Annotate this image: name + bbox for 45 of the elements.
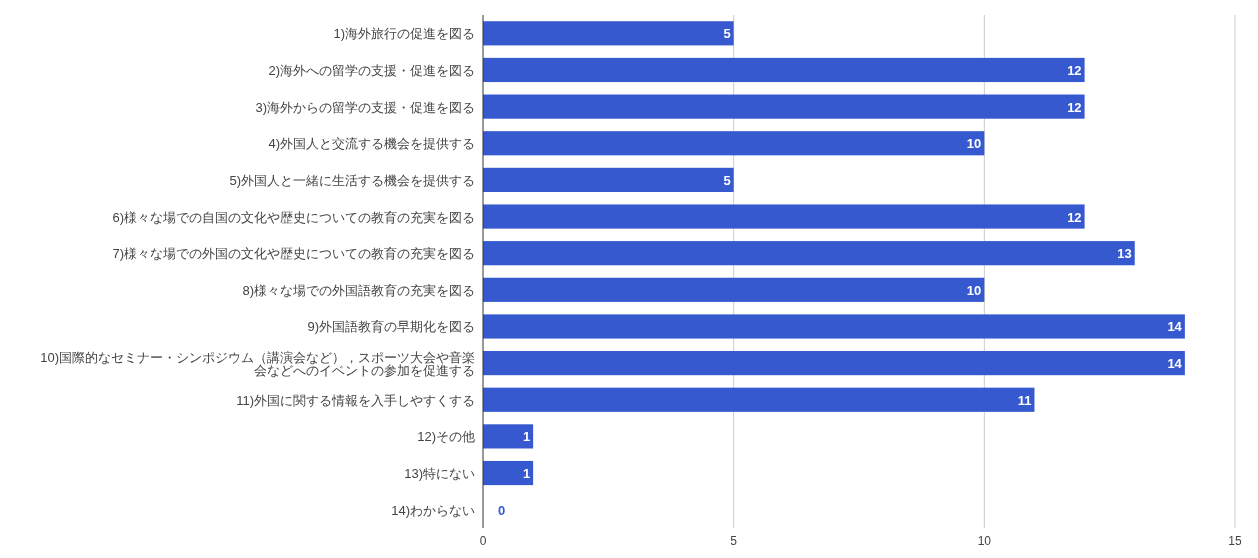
y-tick-label: 13)特にない [404, 466, 475, 482]
data-label: 14 [1167, 356, 1183, 372]
y-tick-label: 9)外国語教育の早期化を図る [307, 319, 475, 335]
x-tick-label: 10 [977, 534, 992, 548]
x-tick-label: 5 [730, 534, 738, 548]
bar [483, 351, 1185, 376]
y-tick-label: 3)海外からの留学の支援・促進を図る [255, 99, 475, 115]
data-label: 1 [522, 466, 531, 482]
data-label: 1 [522, 429, 531, 445]
bar [483, 94, 1085, 119]
bar [483, 57, 1085, 83]
data-label: 5 [723, 172, 731, 188]
x-tick-label: 0 [479, 534, 487, 548]
data-label: 12 [1067, 209, 1082, 225]
data-label: 0 [498, 502, 506, 518]
data-label: 14 [1167, 319, 1183, 335]
bar [483, 167, 734, 192]
y-tick-label: 11)外国に関する情報を入手しやすくする [236, 392, 475, 408]
bar [483, 424, 534, 449]
y-tick-label: 1)海外旅行の促進を図る [333, 26, 475, 42]
bar [483, 241, 1135, 266]
bar [483, 277, 985, 302]
data-label: 12 [1067, 99, 1082, 115]
y-tick-label: 12)その他 [417, 429, 475, 445]
x-tick-label: 15 [1228, 534, 1242, 548]
data-label: 10 [966, 282, 982, 298]
y-tick-label: 5)外国人と一緒に生活する機会を提供する [229, 172, 475, 188]
bar [483, 314, 1185, 339]
y-tick-label: 10)国際的なセミナー・シンポジウム（講演会など），スポーツ大会や音楽会などへのイベントの参加を促進する [40, 349, 475, 378]
y-tick-label: 14)わからない [391, 502, 475, 518]
bar [483, 387, 1035, 412]
y-tick-label: 4)外国人と交流する機会を提供する [268, 136, 475, 152]
data-label: 13 [1117, 246, 1132, 262]
data-label: 10 [966, 136, 982, 152]
bar [483, 21, 734, 46]
data-label: 11 [1017, 392, 1032, 408]
y-tick-label: 8)様々な場での外国語教育の充実を図る [242, 282, 475, 298]
data-label: 5 [723, 26, 731, 42]
y-tick-label: 6)様々な場での自国の文化や歴史についての教育の充実を図る [112, 209, 475, 225]
y-tick-label: 7)様々な場での外国の文化や歴史についての教育の充実を図る [112, 246, 475, 262]
bar [483, 460, 534, 486]
bar [483, 131, 985, 156]
bar [483, 204, 1085, 229]
data-label: 12 [1067, 62, 1082, 78]
y-tick-label: 2)海外への留学の支援・促進を図る [268, 62, 475, 78]
